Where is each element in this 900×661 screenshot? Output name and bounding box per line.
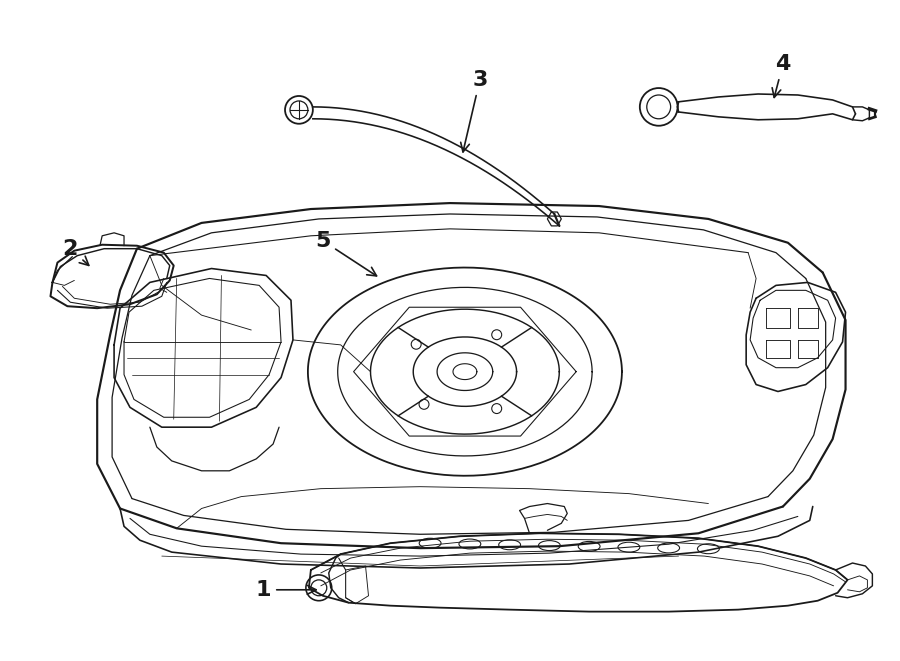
Text: 1: 1	[256, 580, 316, 600]
Text: 2: 2	[63, 239, 89, 266]
Text: 4: 4	[772, 54, 790, 97]
Text: 3: 3	[461, 70, 488, 152]
Text: 5: 5	[315, 231, 376, 276]
